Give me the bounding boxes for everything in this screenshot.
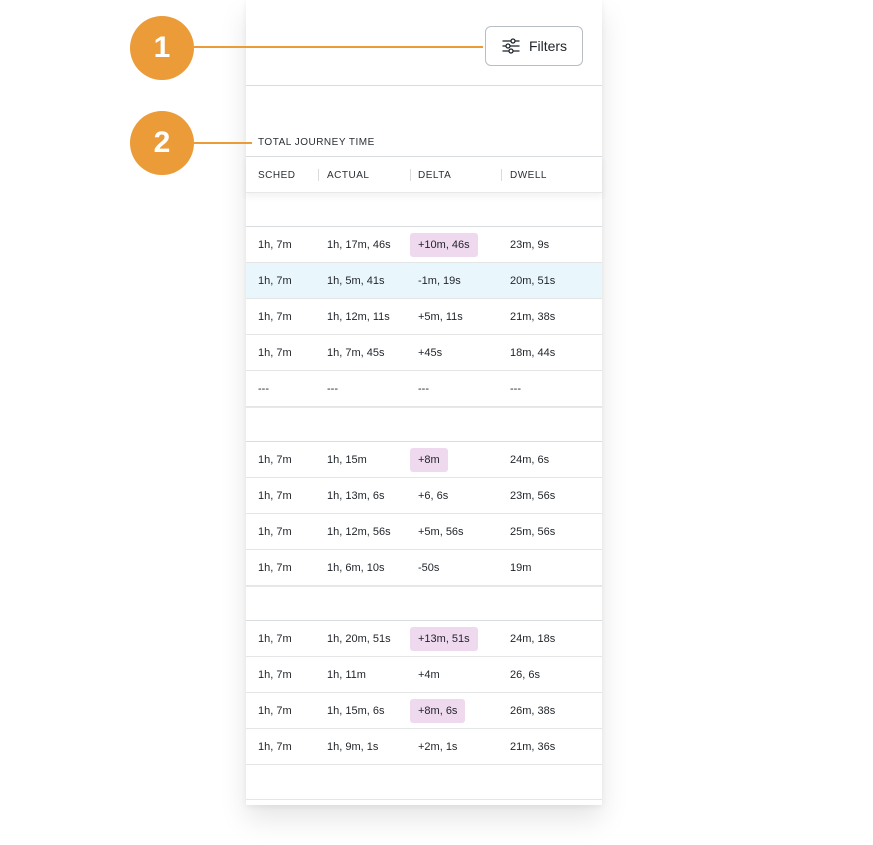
dwell-cell: 24m, 6s [510, 453, 550, 466]
delta-cell: -1m, 19s [418, 274, 461, 287]
dwell-cell: 25m, 56s [510, 525, 556, 538]
actual-cell: 1h, 13m, 6s [327, 489, 385, 502]
filters-button[interactable]: Filters [485, 26, 583, 66]
dwell-cell: 21m, 36s [510, 740, 556, 753]
sched-cell: 1h, 7m [258, 704, 292, 717]
journey-panel [246, 0, 602, 805]
dwell-cell: 23m, 9s [510, 238, 550, 251]
delta-cell: --- [418, 382, 429, 395]
sched-cell: 1h, 7m [258, 668, 292, 681]
delta-cell: -50s [418, 561, 440, 574]
callout-2-line [194, 142, 252, 144]
dwell-cell: 26m, 38s [510, 704, 556, 717]
delta-cell: +8m [410, 447, 448, 472]
table-row[interactable]: 1h, 7m 1h, 17m, 46s +10m, 46s 23m, 9s [246, 227, 602, 263]
group-header[interactable] [246, 407, 602, 442]
sliders-icon [502, 38, 520, 54]
table-row[interactable]: 1h, 7m 1h, 12m, 11s +5m, 11s 21m, 38s [246, 299, 602, 335]
column-header-actual[interactable]: ACTUAL [327, 170, 370, 181]
dwell-cell: 20m, 51s [510, 274, 556, 287]
actual-cell: 1h, 6m, 10s [327, 561, 385, 574]
filters-label: Filters [528, 38, 568, 54]
actual-cell: 1h, 11m [327, 668, 366, 681]
dwell-cell: 26, 6s [510, 668, 540, 681]
sched-cell: 1h, 7m [258, 632, 292, 645]
divider [246, 85, 602, 86]
dwell-cell: --- [510, 382, 521, 395]
actual-cell: 1h, 9m, 1s [327, 740, 379, 753]
column-header-sched[interactable]: SCHED [258, 170, 296, 181]
table-header: SCHED ACTUAL DELTA DWELL [246, 156, 602, 193]
section-title: TOTAL JOURNEY TIME [258, 137, 375, 148]
column-divider [318, 169, 319, 181]
actual-cell: 1h, 12m, 56s [327, 525, 391, 538]
callout-2: 2 [130, 111, 194, 175]
column-divider [501, 169, 502, 181]
callout-1: 1 [130, 16, 194, 80]
row-group: 1h, 7m 1h, 17m, 46s +10m, 46s 23m, 9s 1h, 7m… [246, 192, 602, 407]
actual-cell: 1h, 12m, 11s [327, 310, 390, 323]
sched-cell: 1h, 7m [258, 561, 292, 574]
column-header-dwell[interactable]: DWELL [510, 170, 547, 181]
delta-cell: +13m, 51s [410, 626, 478, 651]
callout-1-line [194, 46, 483, 48]
delta-cell: +5m, 56s [418, 525, 464, 538]
dwell-cell: 18m, 44s [510, 346, 556, 359]
delta-cell: +8m, 6s [410, 698, 466, 723]
sched-cell: 1h, 7m [258, 238, 292, 251]
column-divider [410, 169, 411, 181]
table-row[interactable]: 1h, 7m 1h, 7m, 45s +45s 18m, 44s [246, 335, 602, 371]
row-group: 1h, 7m 1h, 15m +8m 24m, 6s 1h, 7m 1h, 13m, 6s… [246, 407, 602, 586]
actual-cell: 1h, 20m, 51s [327, 632, 391, 645]
delta-cell: +5m, 11s [418, 310, 463, 323]
sched-cell: 1h, 7m [258, 525, 292, 538]
group-header[interactable] [246, 192, 602, 227]
sched-cell: 1h, 7m [258, 740, 292, 753]
table-row[interactable]: 1h, 7m 1h, 9m, 1s +2m, 1s 21m, 36s [246, 729, 602, 765]
actual-cell: 1h, 7m, 45s [327, 346, 385, 359]
divider [246, 799, 602, 800]
table-row[interactable]: 1h, 7m 1h, 15m, 6s +8m, 6s 26m, 38s [246, 693, 602, 729]
sched-cell: 1h, 7m [258, 489, 292, 502]
table-row[interactable]: 1h, 7m 1h, 20m, 51s +13m, 51s 24m, 18s [246, 621, 602, 657]
column-header-delta[interactable]: DELTA [418, 170, 452, 181]
table-row[interactable]: 1h, 7m 1h, 15m +8m 24m, 6s [246, 442, 602, 478]
actual-cell: 1h, 15m, 6s [327, 704, 385, 717]
sched-cell: 1h, 7m [258, 274, 292, 287]
actual-cell: 1h, 5m, 41s [327, 274, 385, 287]
delta-cell: +6, 6s [418, 489, 449, 502]
dwell-cell: 19m [510, 561, 532, 574]
dwell-cell: 24m, 18s [510, 632, 556, 645]
group-header[interactable] [246, 586, 602, 621]
row-group: 1h, 7m 1h, 20m, 51s +13m, 51s 24m, 18s 1h, 7… [246, 586, 602, 765]
table-row[interactable]: 1h, 7m 1h, 11m +4m 26, 6s [246, 657, 602, 693]
sched-cell: 1h, 7m [258, 310, 292, 323]
table-row[interactable]: 1h, 7m 1h, 5m, 41s -1m, 19s 20m, 51s [246, 263, 602, 299]
table-row[interactable]: 1h, 7m 1h, 6m, 10s -50s 19m [246, 550, 602, 586]
sched-cell: --- [258, 382, 269, 395]
actual-cell: 1h, 15m [327, 453, 367, 466]
delta-cell: +45s [418, 346, 443, 359]
delta-cell: +10m, 46s [410, 232, 478, 257]
sched-cell: 1h, 7m [258, 453, 292, 466]
dwell-cell: 21m, 38s [510, 310, 556, 323]
actual-cell: --- [327, 382, 338, 395]
sched-cell: 1h, 7m [258, 346, 292, 359]
actual-cell: 1h, 17m, 46s [327, 238, 391, 251]
delta-cell: +4m [418, 668, 440, 681]
dwell-cell: 23m, 56s [510, 489, 556, 502]
table-row[interactable]: 1h, 7m 1h, 13m, 6s +6, 6s 23m, 56s [246, 478, 602, 514]
table-row[interactable]: 1h, 7m 1h, 12m, 56s +5m, 56s 25m, 56s [246, 514, 602, 550]
table-row[interactable]: --- --- --- --- [246, 371, 602, 407]
delta-cell: +2m, 1s [418, 740, 458, 753]
